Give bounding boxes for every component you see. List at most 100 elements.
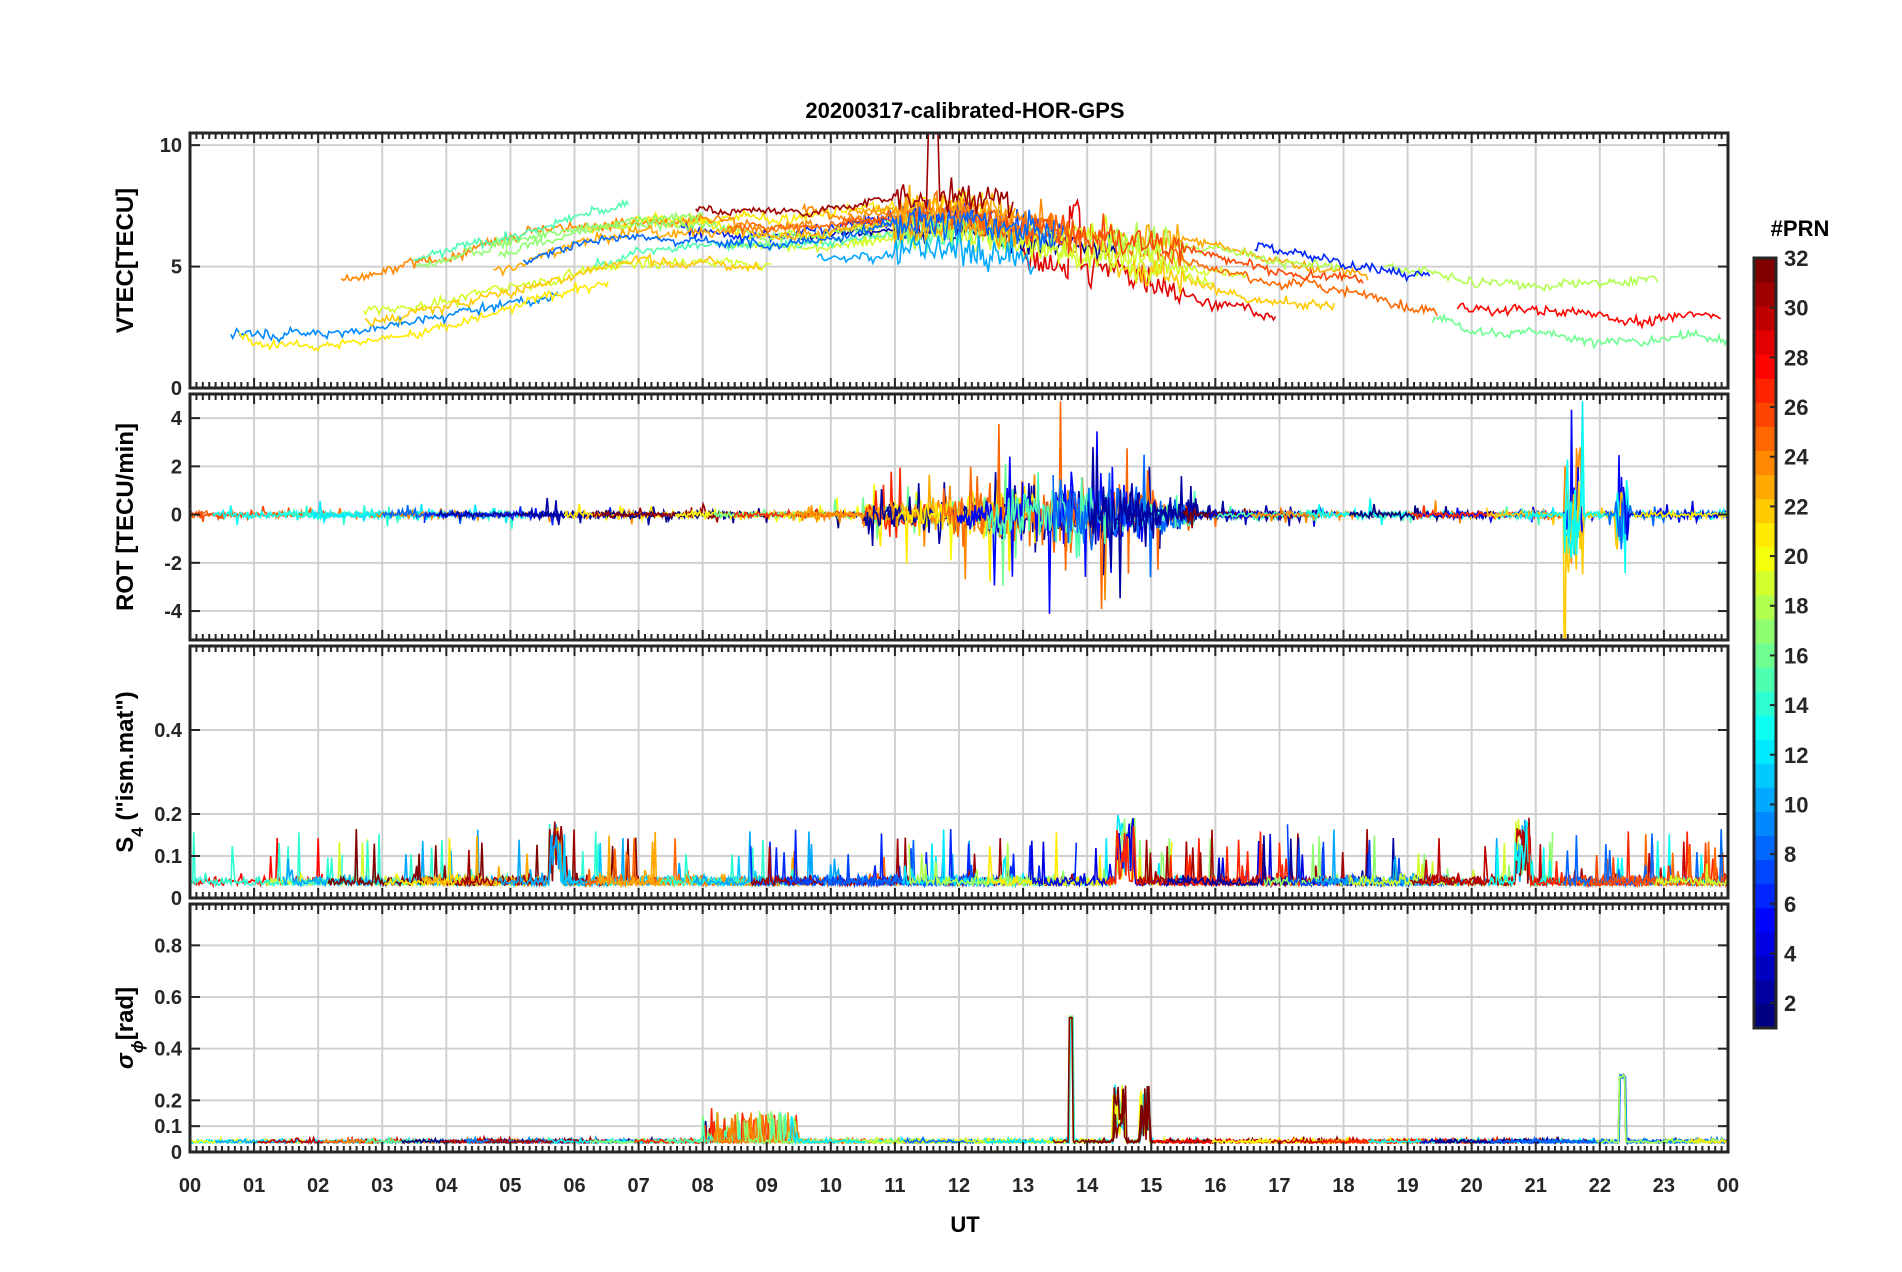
x-ticks bbox=[189, 133, 1729, 388]
colorbar-tick-label: 12 bbox=[1784, 743, 1808, 768]
series-line-prn-25 bbox=[1023, 212, 1439, 317]
colorbar-tick-label: 24 bbox=[1784, 445, 1809, 470]
x-tick-label: 03 bbox=[371, 1175, 393, 1197]
y-label-main: S bbox=[112, 837, 139, 853]
colorbar-tick-label: 20 bbox=[1784, 544, 1808, 569]
colorbar-cell bbox=[1754, 955, 1776, 981]
y-label-rest: ("ism.mat") bbox=[112, 691, 139, 827]
series-line-prn-9 bbox=[230, 291, 559, 344]
y-tick-label: 0 bbox=[171, 378, 182, 400]
colorbar-cell bbox=[1754, 426, 1776, 451]
colorbar-cell bbox=[1754, 931, 1776, 957]
series-line-prn-31 bbox=[695, 133, 1014, 219]
series-line-prn-8 bbox=[1489, 1072, 1728, 1145]
series-line-prn-16 bbox=[1431, 312, 1728, 350]
y-ticks: 0 5 10 bbox=[160, 135, 1728, 400]
series-line-prn-31 bbox=[456, 821, 609, 889]
x-tick-label: 16 bbox=[1204, 1175, 1226, 1197]
series bbox=[190, 814, 1728, 889]
colorbar-title: #PRN bbox=[1771, 216, 1830, 241]
colorbar-cell bbox=[1754, 835, 1776, 861]
x-tick-labels: 00 01 02 03 04 05 06 07 08 09 10 11 12 13 14 15 16 17 18 19… bbox=[179, 1175, 1739, 1197]
panel-3: 0 0.1 0.2 0.4 S4 ("ism.mat") bbox=[112, 644, 1730, 910]
colorbar-cell bbox=[1754, 907, 1776, 933]
y-tick-label: 5 bbox=[171, 257, 182, 279]
x-tick-label: 07 bbox=[627, 1175, 649, 1197]
colorbar-cell bbox=[1754, 498, 1776, 524]
y-label-sub: 4 bbox=[128, 827, 147, 837]
series-line-prn-28 bbox=[1456, 302, 1722, 330]
series bbox=[230, 133, 1728, 353]
series bbox=[190, 401, 1728, 640]
y-tick-label: -2 bbox=[164, 553, 182, 575]
series-line-prn-15 bbox=[413, 198, 630, 262]
x-tick-label: 23 bbox=[1653, 1175, 1675, 1197]
x-tick-label: 00 bbox=[1717, 1175, 1739, 1197]
colorbar-cell bbox=[1754, 811, 1776, 836]
series-line-prn-19 bbox=[964, 1015, 1103, 1145]
series-line-prn-21 bbox=[238, 281, 609, 353]
y-label-sub: ϕ bbox=[128, 1040, 147, 1053]
colorbar-tick-label: 18 bbox=[1784, 594, 1808, 619]
y-tick-label: 10 bbox=[160, 135, 182, 157]
x-tick-label: 06 bbox=[563, 1175, 585, 1197]
colorbar-cell bbox=[1754, 1003, 1776, 1029]
y-tick-label: 0 bbox=[171, 505, 182, 527]
colorbar-cell bbox=[1754, 474, 1776, 500]
series-line-prn-26 bbox=[1588, 842, 1728, 888]
colorbar-tick-label: 16 bbox=[1784, 643, 1808, 668]
colorbar-tick-label: 4 bbox=[1784, 941, 1797, 966]
y-tick-label: -4 bbox=[164, 601, 183, 623]
colorbar-cell bbox=[1754, 522, 1776, 548]
series-line-prn-24 bbox=[1250, 447, 1585, 564]
colorbar-tick-label: 30 bbox=[1784, 296, 1808, 321]
series-line-prn-32 bbox=[1052, 1016, 1272, 1145]
series-line-prn-18 bbox=[1595, 1073, 1728, 1145]
series-line-prn-8 bbox=[522, 206, 1055, 266]
series-line-prn-20 bbox=[674, 484, 994, 561]
series-line-prn-23 bbox=[847, 184, 1017, 222]
x-ticks bbox=[189, 904, 1729, 1152]
series-line-prn-32 bbox=[1087, 1085, 1340, 1146]
colorbar-cell bbox=[1754, 618, 1776, 644]
series-line-prn-21 bbox=[1632, 509, 1728, 521]
colorbar-cell bbox=[1754, 787, 1776, 812]
series-line-prn-22 bbox=[364, 252, 762, 327]
colorbar-cell bbox=[1754, 306, 1776, 331]
x-tick-label: 08 bbox=[692, 1175, 714, 1197]
x-ticks bbox=[189, 646, 1729, 898]
colorbar-tick-label: 26 bbox=[1784, 395, 1808, 420]
colorbar-cell bbox=[1754, 402, 1776, 427]
y-tick-label: 0 bbox=[171, 888, 182, 910]
x-tick-label: 18 bbox=[1332, 1175, 1354, 1197]
x-tick-label: 10 bbox=[820, 1175, 842, 1197]
x-tick-label: 11 bbox=[884, 1175, 905, 1197]
colorbar-cell bbox=[1754, 883, 1776, 909]
colorbar-tick-label: 22 bbox=[1784, 494, 1808, 519]
colorbar-cell bbox=[1754, 859, 1776, 885]
x-tick-label: 19 bbox=[1396, 1175, 1418, 1197]
x-tick-label: 21 bbox=[1525, 1175, 1547, 1197]
x-tick-label: 22 bbox=[1589, 1175, 1611, 1197]
series-line-prn-9 bbox=[1601, 1073, 1728, 1145]
x-tick-label: 12 bbox=[948, 1175, 970, 1197]
colorbar-cell bbox=[1754, 763, 1776, 788]
y-tick-label: 0.2 bbox=[154, 1090, 182, 1112]
series-line-prn-12 bbox=[984, 1015, 1217, 1146]
colorbar-cell bbox=[1754, 378, 1776, 403]
grid bbox=[190, 904, 1728, 1152]
x-tick-label: 02 bbox=[307, 1175, 329, 1197]
colorbar-cell bbox=[1754, 546, 1776, 572]
series-line-prn-18 bbox=[1107, 222, 1342, 272]
colorbar-cell bbox=[1754, 979, 1776, 1005]
chart-title: 20200317-calibrated-HOR-GPS bbox=[805, 98, 1124, 123]
series-line-prn-21 bbox=[563, 500, 898, 547]
colorbar-cell bbox=[1754, 594, 1776, 620]
y-tick-label: 0.2 bbox=[154, 804, 182, 826]
y-label-main: σ bbox=[112, 1052, 139, 1069]
colorbar-cell bbox=[1754, 354, 1776, 379]
series-line-prn-19 bbox=[362, 256, 772, 317]
